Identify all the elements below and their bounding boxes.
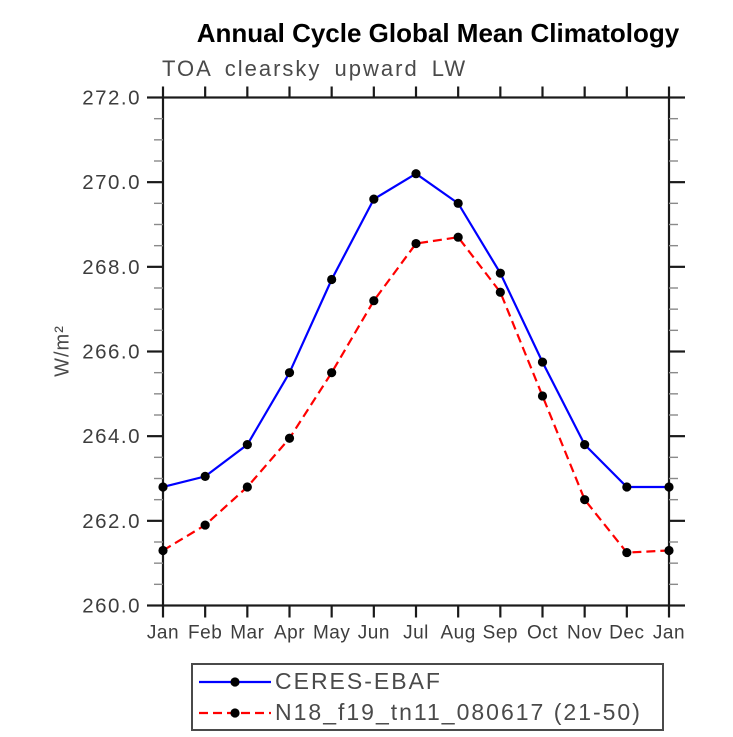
series-0-marker-Oct xyxy=(537,357,548,367)
series-1-marker-Jul xyxy=(411,238,421,249)
chart-title: Annual Cycle Global Mean Climatology xyxy=(196,18,680,48)
series-1-marker-May xyxy=(327,368,337,378)
series-0-marker-Jun xyxy=(369,194,379,204)
legend-label-ceres-ebaf: CERES-EBAF xyxy=(275,668,442,694)
legend-line-sample-dashed xyxy=(199,707,271,718)
series-1-marker-Oct xyxy=(537,391,548,401)
series-0-marker-Jan xyxy=(664,482,674,492)
series-0-marker-Feb xyxy=(200,471,210,481)
legend-entry-ceres-ebaf: CERES-EBAF xyxy=(197,667,662,697)
x-tick-label: Mar xyxy=(230,623,264,644)
series-0-marker-Jan xyxy=(158,482,168,492)
chart-subtitle: TOA clearsky upward LW xyxy=(162,56,468,81)
series-1-marker-Dec xyxy=(622,547,632,558)
x-tick-label: May xyxy=(313,623,350,644)
series-1-marker-Sep xyxy=(495,287,505,297)
series-1-marker-Feb xyxy=(200,520,210,530)
series-0-marker-Apr xyxy=(284,368,295,378)
series-0-marker-Dec xyxy=(622,482,632,492)
x-tick-label: Feb xyxy=(188,623,222,644)
series-1-marker-Nov xyxy=(580,495,590,505)
series-0-marker-Sep xyxy=(495,268,505,278)
x-tick-label: Jan xyxy=(653,623,685,644)
series-1-marker-Jan xyxy=(158,545,168,556)
x-tick-label: Aug xyxy=(441,623,476,644)
series-1-marker-Apr xyxy=(284,433,295,443)
series-1-marker-Mar xyxy=(242,482,252,492)
y-tick-label: 260.0 xyxy=(82,595,141,618)
series-0-marker-May xyxy=(327,274,337,285)
x-tick-label: Jan xyxy=(147,623,179,644)
y-tick-label: 262.0 xyxy=(82,510,141,533)
legend: CERES-EBAF N18_f19_tn11_080617 (21-50) xyxy=(191,663,664,731)
y-tick-label: 266.0 xyxy=(82,341,141,364)
x-tick-label: Jul xyxy=(403,623,429,644)
legend-entry-n18: N18_f19_tn11_080617 (21-50) xyxy=(197,698,662,728)
series-1-marker-Jun xyxy=(369,296,379,306)
series-1-marker-Aug xyxy=(453,232,463,242)
series-0-marker-Jul xyxy=(411,169,421,179)
x-tick-label: Oct xyxy=(527,623,558,644)
x-tick-label: Apr xyxy=(274,623,305,644)
legend-line-sample-solid xyxy=(199,676,271,687)
y-tick-label: 270.0 xyxy=(82,171,141,194)
series-0-marker-Mar xyxy=(242,440,252,450)
series-line-0 xyxy=(162,172,669,489)
legend-label-n18: N18_f19_tn11_080617 (21-50) xyxy=(275,699,642,725)
x-tick-label: Dec xyxy=(609,623,644,644)
series-1-marker-Jan xyxy=(664,545,674,556)
x-tick-label: Sep xyxy=(483,623,518,644)
x-tick-label: Nov xyxy=(567,623,602,644)
y-tick-label: 272.0 xyxy=(82,87,141,110)
series-line-1 xyxy=(162,236,670,554)
y-tick-label: 264.0 xyxy=(82,425,141,448)
x-tick-label: Jun xyxy=(358,623,390,644)
series-0-marker-Nov xyxy=(580,440,590,450)
series-0-marker-Aug xyxy=(453,198,463,208)
y-tick-label: 268.0 xyxy=(82,256,141,279)
